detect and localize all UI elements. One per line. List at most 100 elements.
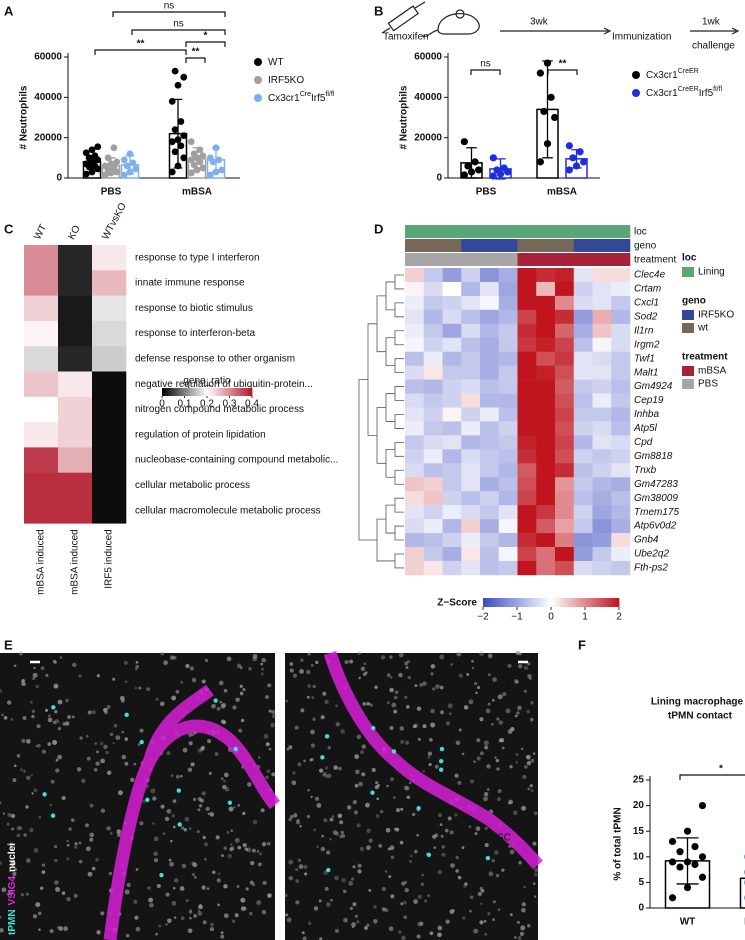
colorbar-segment <box>614 598 618 607</box>
heatmap-cell <box>573 365 593 380</box>
colorbar-segment <box>194 388 197 396</box>
colorbar-tick-label: 0.2 <box>200 399 214 410</box>
nucleus <box>405 705 410 709</box>
heatmap-cell <box>592 351 612 366</box>
nucleus <box>55 768 60 773</box>
nucleus <box>389 655 393 659</box>
nucleus <box>285 699 288 703</box>
nucleus <box>45 673 49 677</box>
tpmn-cell <box>177 822 182 827</box>
colorbar-segment <box>206 388 209 396</box>
colorbar-segment <box>596 598 599 607</box>
colorbar-segment <box>575 598 579 607</box>
data-point <box>565 142 573 150</box>
nucleus <box>0 689 3 693</box>
nucleus <box>404 661 409 666</box>
nucleus <box>301 931 305 935</box>
nucleus <box>29 700 33 704</box>
gene-label: Gnb4 <box>634 535 659 546</box>
nucleus <box>26 739 31 744</box>
nucleus <box>189 910 193 914</box>
colorbar-segment <box>222 388 225 396</box>
nucleus <box>175 774 180 779</box>
heatmap-cell <box>536 323 556 339</box>
colorbar-segment <box>591 598 595 607</box>
nucleus <box>358 676 361 680</box>
colorbar-segment <box>566 598 570 607</box>
heatmap-cell <box>536 281 556 297</box>
dendrogram-branch <box>394 497 404 513</box>
nucleus <box>532 841 537 846</box>
legend-text: Irf5 <box>699 88 714 99</box>
significance-label: ** <box>137 39 145 50</box>
nucleus <box>267 683 272 688</box>
nucleus <box>223 779 226 783</box>
nucleus <box>455 869 459 873</box>
data-point <box>88 146 96 154</box>
nucleus <box>516 920 521 925</box>
nucleus <box>78 841 82 845</box>
colorbar-segment <box>512 598 516 607</box>
nucleus <box>356 734 362 740</box>
nucleus <box>479 886 483 890</box>
heatmap-cell <box>517 309 537 325</box>
colorbar-tick-label: 0.4 <box>245 399 259 410</box>
nucleus <box>8 842 14 848</box>
nucleus <box>497 789 502 793</box>
heatmap-cell <box>611 547 631 562</box>
nucleus <box>444 828 449 833</box>
nucleus <box>457 780 462 785</box>
image-label: IRF5KO <box>296 921 333 932</box>
nucleus <box>40 666 45 671</box>
nucleus <box>135 868 139 871</box>
heatmap-cell <box>555 365 575 380</box>
heatmap-cell <box>573 477 593 492</box>
tpmn-cell <box>439 746 445 752</box>
nucleus <box>526 761 531 766</box>
nucleus <box>439 823 443 827</box>
colorbar-segment <box>214 388 217 396</box>
colorbar-segment <box>507 598 511 607</box>
nucleus <box>439 654 445 660</box>
nucleus <box>486 788 490 791</box>
nucleus <box>476 738 481 743</box>
heatmap-cell <box>423 295 443 311</box>
data-point <box>190 161 198 169</box>
data-point <box>551 113 559 122</box>
microscopy-image: B SC WT <box>0 651 281 940</box>
legend-swatch <box>682 323 694 333</box>
nucleus <box>55 758 59 762</box>
nucleus <box>422 770 426 773</box>
heatmap-cell <box>461 463 481 478</box>
heatmap-cell <box>517 379 537 394</box>
nucleus <box>149 902 154 908</box>
nucleus <box>227 853 232 859</box>
nucleus <box>137 743 141 746</box>
nucleus <box>323 818 328 823</box>
nucleus <box>35 902 41 908</box>
schematic-step: Immunization <box>612 32 671 43</box>
data-point <box>174 162 182 170</box>
nucleus <box>57 727 62 731</box>
nucleus <box>148 897 154 903</box>
nucleus <box>29 827 34 833</box>
heatmap-cell <box>423 505 443 520</box>
panel-label: C <box>4 221 14 236</box>
nucleus <box>242 812 245 815</box>
heatmap-cell <box>573 295 593 311</box>
nucleus <box>414 684 418 687</box>
nucleus <box>187 767 193 772</box>
nucleus <box>338 766 342 771</box>
schematic-step: challenge <box>692 41 735 52</box>
heatmap-cell <box>592 463 612 478</box>
dendrogram-branch <box>394 358 404 374</box>
heatmap-cell <box>480 547 500 562</box>
nucleus <box>357 863 362 868</box>
data-point <box>177 142 185 150</box>
nucleus <box>501 746 505 750</box>
heatmap-cell <box>536 533 556 548</box>
heatmap-cell <box>592 309 612 325</box>
nucleus <box>32 914 38 919</box>
nucleus <box>20 893 24 897</box>
region-label: B <box>505 677 512 688</box>
